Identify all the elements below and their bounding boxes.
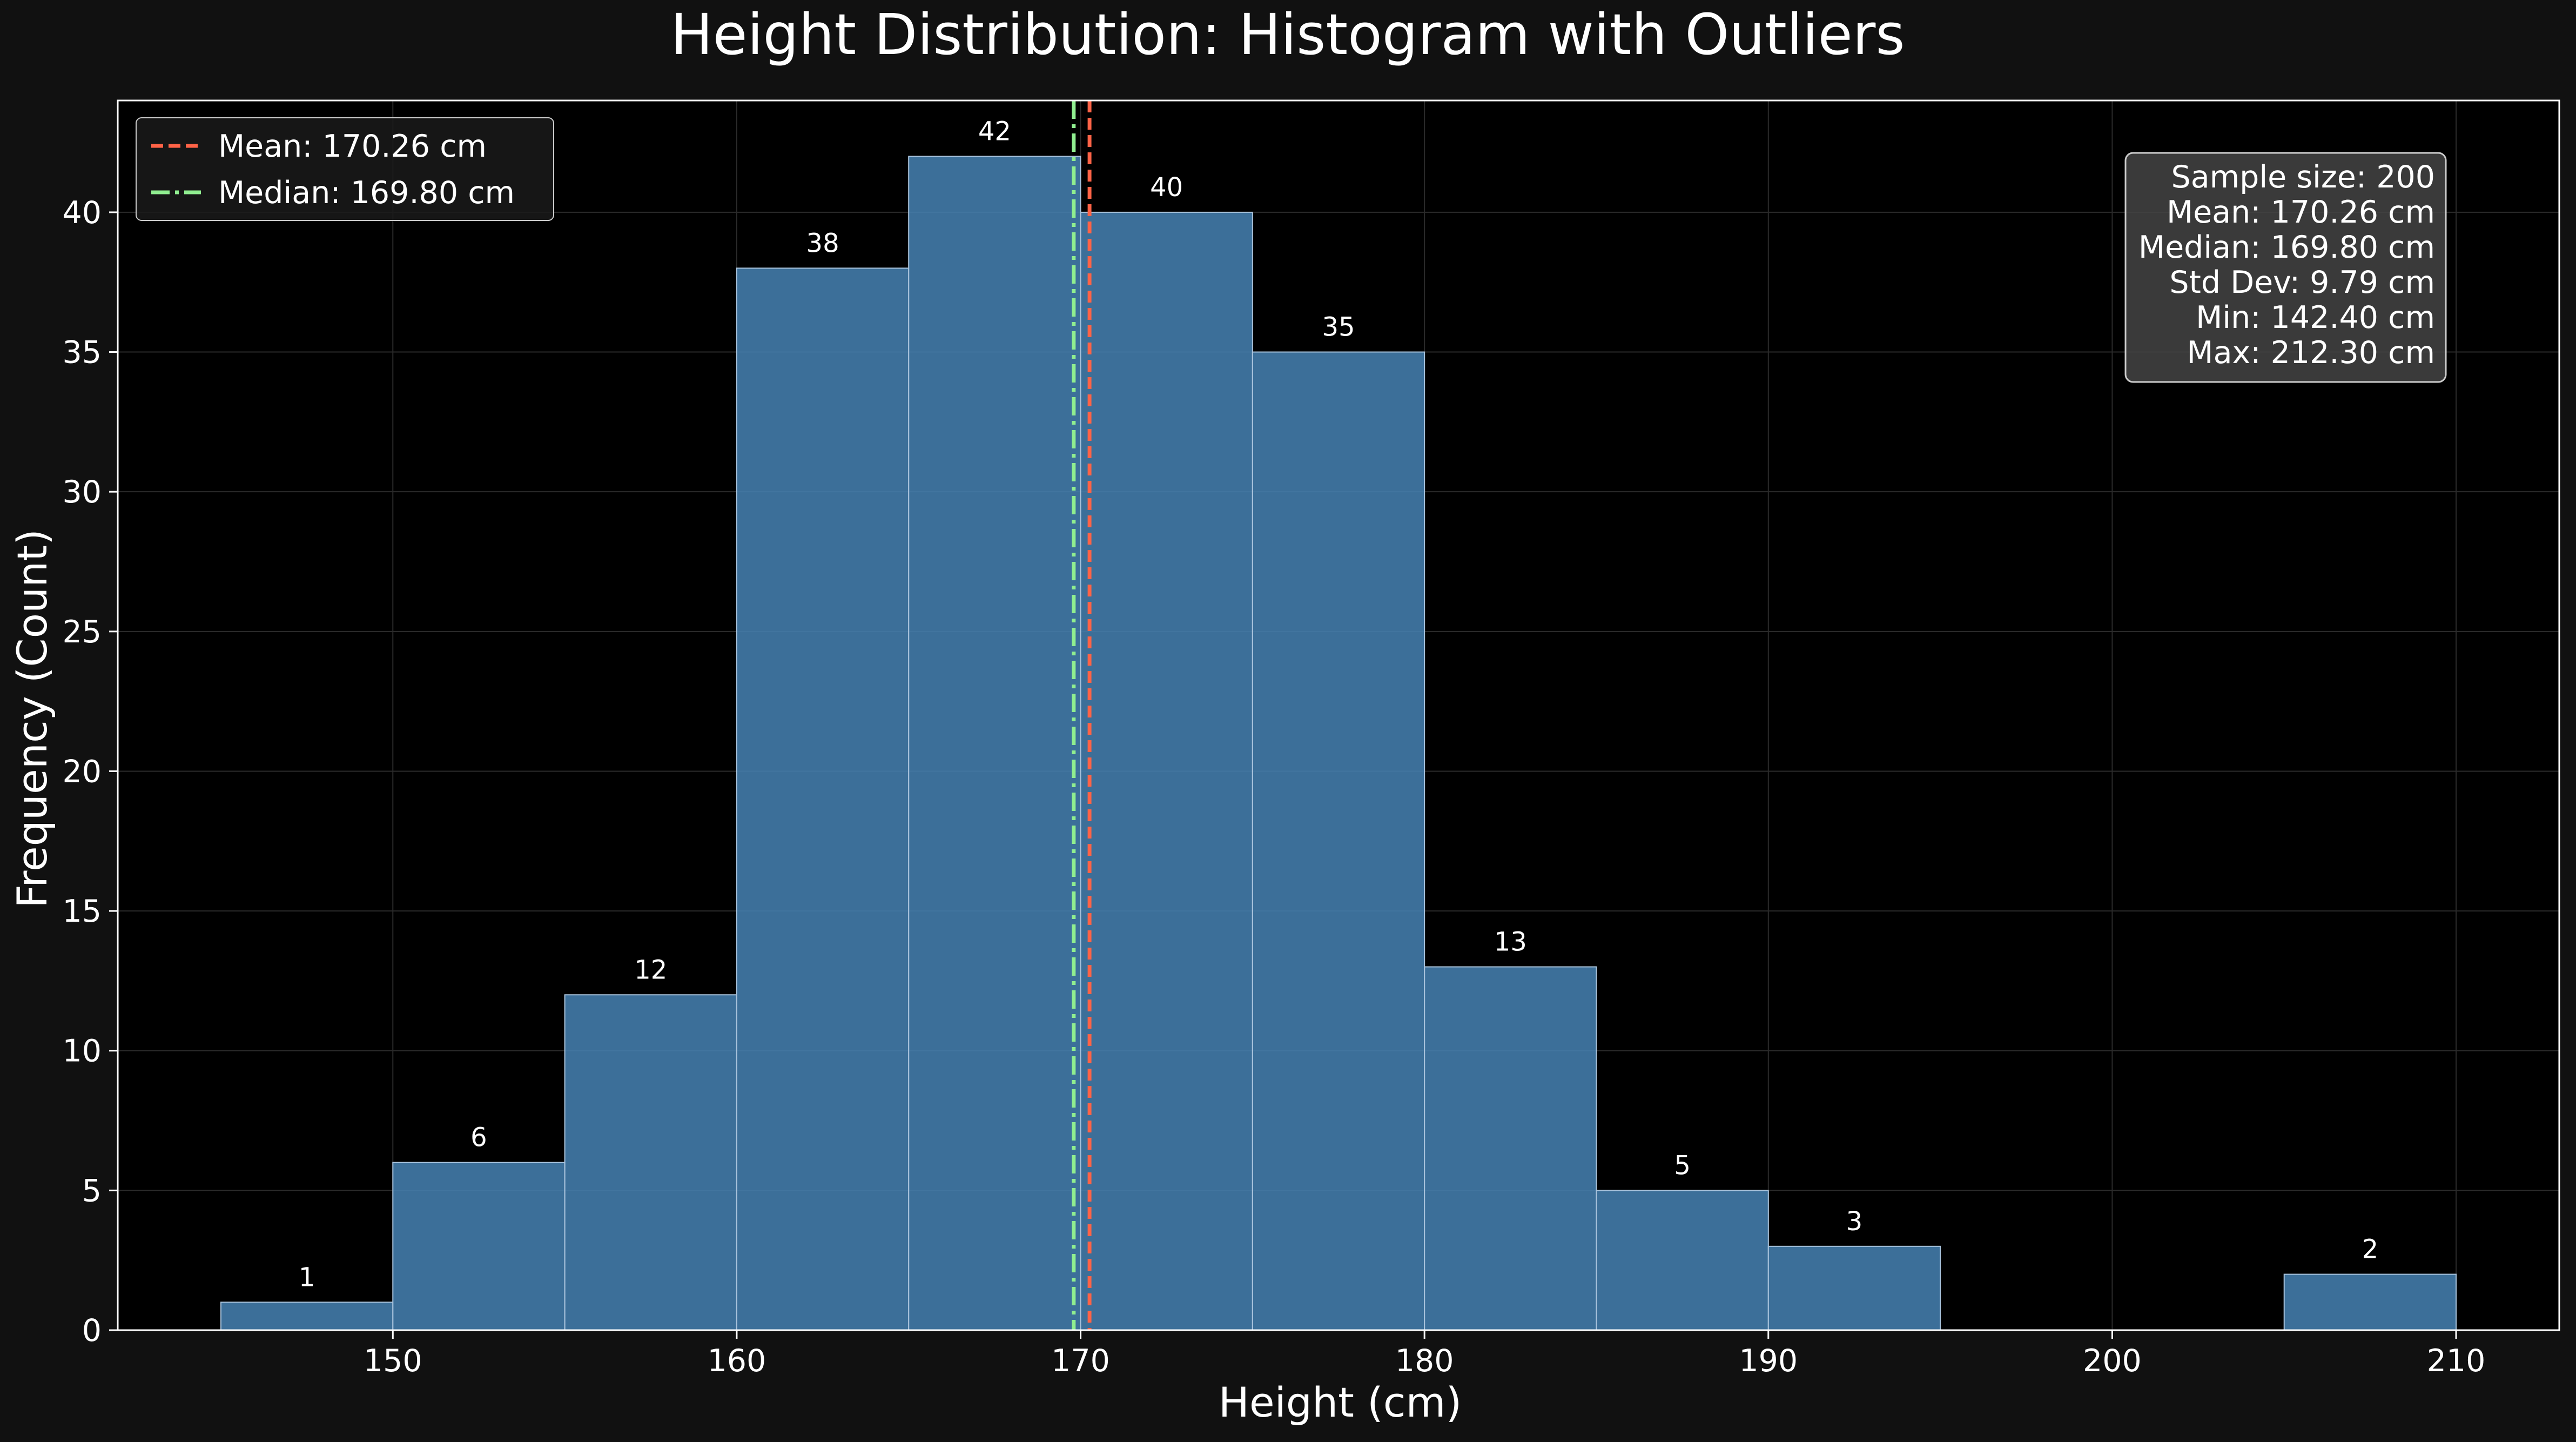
bar-count-label: 3 bbox=[1846, 1206, 1863, 1237]
histogram-bar bbox=[1424, 966, 1597, 1331]
y-tick-label: 10 bbox=[62, 1034, 102, 1069]
x-tick-label: 210 bbox=[2427, 1343, 2486, 1379]
stats-line: Max: 212.30 cm bbox=[2187, 335, 2435, 371]
bar-count-label: 12 bbox=[634, 955, 667, 985]
y-tick-label: 30 bbox=[62, 474, 102, 510]
x-axis-label: Height (cm) bbox=[1219, 1378, 1462, 1426]
plot-frame bbox=[117, 99, 2560, 1331]
chart-title: Height Distribution: Histogram with Outl… bbox=[670, 2, 1905, 68]
bar-count-label: 13 bbox=[1494, 927, 1527, 957]
y-tick-label: 5 bbox=[82, 1173, 102, 1209]
histogram-bar bbox=[1767, 1245, 1941, 1331]
stats-line: Min: 142.40 cm bbox=[2196, 300, 2435, 336]
histogram-bar bbox=[220, 1302, 394, 1331]
histogram-bar bbox=[392, 1162, 566, 1331]
x-tick-label: 160 bbox=[708, 1343, 766, 1379]
histogram-bar bbox=[564, 994, 737, 1331]
legend: Mean: 170.26 cm Median: 169.80 cm bbox=[136, 117, 554, 221]
x-tick-label: 150 bbox=[364, 1343, 422, 1379]
x-tick-label: 180 bbox=[1395, 1343, 1454, 1379]
bar-count-label: 35 bbox=[1322, 312, 1355, 343]
y-axis-label: Frequency (Count) bbox=[8, 529, 56, 908]
histogram-bar bbox=[2283, 1273, 2457, 1331]
bar-count-label: 38 bbox=[806, 228, 839, 258]
y-tick-label: 35 bbox=[62, 335, 102, 371]
legend-box bbox=[136, 117, 554, 221]
y-tick-label: 40 bbox=[62, 195, 102, 231]
stats-line: Std Dev: 9.79 cm bbox=[2169, 265, 2435, 300]
x-tick-label: 190 bbox=[1739, 1343, 1798, 1379]
bar-count-label: 40 bbox=[1150, 172, 1183, 203]
histogram-bar bbox=[1080, 211, 1253, 1331]
bar-count-label: 1 bbox=[299, 1262, 315, 1292]
x-tick-label: 200 bbox=[2083, 1343, 2142, 1379]
bar-count-label: 5 bbox=[1674, 1150, 1691, 1181]
y-tick-label: 0 bbox=[82, 1313, 102, 1349]
reference-lines bbox=[1072, 100, 1092, 1330]
stats-line: Mean: 170.26 cm bbox=[2167, 194, 2435, 230]
histogram-bar bbox=[908, 156, 1081, 1331]
histogram-bars bbox=[220, 156, 2457, 1331]
stats-box-background bbox=[2124, 152, 2447, 383]
bar-count-labels: 1 6 12 38 42 40 35 13 5 3 2 bbox=[299, 116, 2378, 1292]
y-tick-label: 15 bbox=[62, 894, 102, 929]
x-axis-ticks: 150 160 170 180 190 200 210 bbox=[364, 1330, 2486, 1379]
stats-line: Median: 169.80 cm bbox=[2138, 230, 2435, 265]
bar-count-label: 42 bbox=[978, 116, 1011, 146]
legend-entry: Median: 169.80 cm bbox=[218, 175, 515, 211]
histogram-bar bbox=[736, 267, 910, 1331]
y-axis-ticks: 0 5 10 15 20 25 30 35 40 bbox=[62, 195, 118, 1349]
y-tick-label: 25 bbox=[62, 614, 102, 650]
bar-count-label: 6 bbox=[470, 1123, 487, 1153]
histogram-bar bbox=[1596, 1190, 1769, 1331]
stats-line: Sample size: 200 bbox=[2171, 159, 2435, 195]
bar-count-label: 2 bbox=[2362, 1235, 2379, 1265]
x-tick-label: 170 bbox=[1051, 1343, 1110, 1379]
y-tick-label: 20 bbox=[62, 754, 102, 789]
histogram-bar bbox=[1252, 351, 1425, 1331]
legend-entry: Mean: 170.26 cm bbox=[218, 129, 487, 164]
